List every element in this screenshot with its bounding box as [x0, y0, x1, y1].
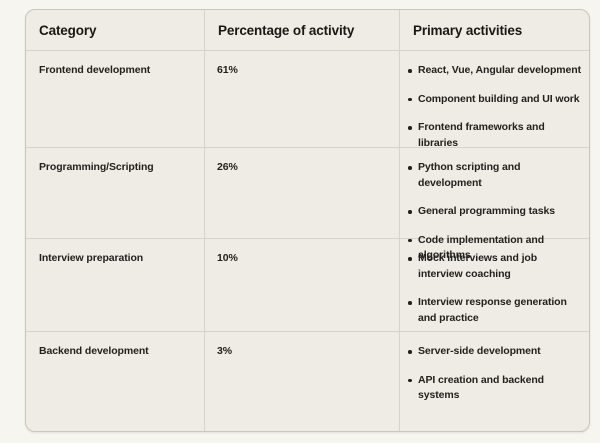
category-label: Backend development — [39, 345, 149, 357]
category-cell: Backend development — [26, 332, 204, 431]
activities-cell: Python scripting and development General … — [399, 148, 589, 277]
table-row: Programming/Scripting 26% Python scripti… — [26, 148, 589, 277]
activities-cell: Mock interviews and job interview coachi… — [399, 239, 589, 339]
activity-item: Frontend frameworks and libraries — [407, 120, 581, 151]
header-percentage: Percentage of activity — [204, 10, 399, 50]
activities-cell: Server-side development API creation and … — [399, 332, 589, 431]
activity-item: API creation and backend systems — [407, 373, 581, 404]
percentage-cell: 61% — [204, 51, 399, 164]
activity-item: Mock interviews and job interview coachi… — [407, 251, 581, 282]
table-row: Interview preparation 10% Mock interview… — [26, 239, 589, 339]
activity-item: Python scripting and development — [407, 160, 581, 191]
header-percentage-label: Percentage of activity — [218, 22, 355, 38]
percentage-value: 61% — [217, 64, 238, 76]
activities-list: Server-side development API creation and … — [407, 344, 581, 404]
activities-list: Python scripting and development General … — [407, 160, 581, 264]
activity-item: Code implementation and algorithms — [407, 233, 581, 264]
header-category-label: Category — [39, 22, 97, 38]
category-label: Interview preparation — [39, 252, 144, 264]
percentage-cell: 26% — [204, 148, 399, 277]
activity-item: Component building and UI work — [407, 92, 581, 108]
activity-breakdown-table: Category Percentage of activity Primary … — [25, 9, 590, 432]
category-cell: Frontend development — [26, 51, 204, 164]
activities-list: Mock interviews and job interview coachi… — [407, 251, 581, 326]
table-row: Frontend development 61% React, Vue, Ang… — [26, 51, 589, 164]
header-primary-activities: Primary activities — [399, 10, 589, 50]
activities-list: React, Vue, Angular development Component… — [407, 63, 581, 151]
category-label: Frontend development — [39, 64, 151, 76]
table-header-row: Category Percentage of activity Primary … — [26, 10, 589, 51]
table-body: Frontend development 61% React, Vue, Ang… — [26, 51, 589, 431]
table-row: Backend development 3% Server-side devel… — [26, 332, 589, 431]
category-label: Programming/Scripting — [39, 161, 154, 173]
activities-cell: React, Vue, Angular development Component… — [399, 51, 589, 164]
category-cell: Interview preparation — [26, 239, 204, 339]
activity-item: General programming tasks — [407, 204, 581, 220]
activity-item: React, Vue, Angular development — [407, 63, 581, 79]
activity-item: Interview response generation and practi… — [407, 295, 581, 326]
percentage-cell: 10% — [204, 239, 399, 339]
percentage-value: 10% — [217, 252, 238, 264]
header-primary-activities-label: Primary activities — [413, 22, 523, 38]
percentage-value: 3% — [217, 345, 232, 357]
category-cell: Programming/Scripting — [26, 148, 204, 277]
header-category: Category — [26, 10, 204, 50]
activity-item: Server-side development — [407, 344, 581, 360]
percentage-cell: 3% — [204, 332, 399, 431]
percentage-value: 26% — [217, 161, 238, 173]
